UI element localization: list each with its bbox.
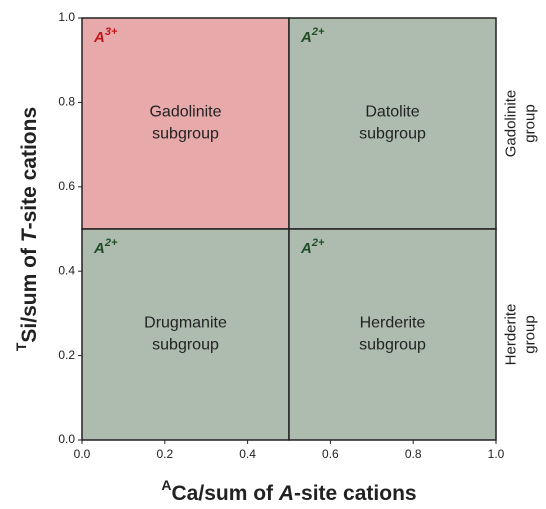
y-label-text: -site cations [18, 107, 41, 230]
y-tick-label: 0.2 [58, 348, 75, 362]
region-name: subgroup [152, 337, 219, 354]
charge-letter: A [93, 240, 105, 257]
x-tick-label: 0.6 [322, 447, 339, 461]
group-label: Herderite group [502, 304, 538, 366]
region [288, 17, 497, 230]
x-axis-label: ACa/sum of A-site cations [161, 477, 416, 505]
x-label-text: -site cations [294, 482, 417, 505]
x-tick-label: 0.8 [405, 447, 422, 461]
region-name: Herderite [360, 315, 426, 332]
group-label: Gadolinite group [502, 90, 538, 158]
y-label-sup: T [13, 342, 29, 351]
y-tick-label: 0.0 [58, 432, 75, 446]
y-label-text: Si/sum of [18, 242, 41, 342]
region-charge: A2+ [300, 237, 325, 257]
group-name: group [521, 315, 538, 353]
region-name: Drugmanite [144, 315, 227, 332]
region [81, 228, 290, 441]
x-tick-label: 1.0 [488, 447, 505, 461]
x-tick-label: 0.2 [156, 447, 173, 461]
x-tick-label: 0.4 [239, 447, 256, 461]
charge-sup: 2+ [311, 26, 325, 38]
x-label-italic: A [278, 482, 294, 505]
region-charge: A2+ [93, 237, 118, 257]
charge-letter: A [300, 29, 312, 46]
y-tick-label: 1.0 [58, 10, 75, 24]
region-name: subgroup [359, 337, 426, 354]
group-name: Gadolinite [502, 90, 519, 158]
region-charge: A2+ [300, 26, 325, 46]
charge-letter: A [300, 240, 312, 257]
charge-letter: A [93, 29, 105, 46]
y-label-italic: T [18, 227, 41, 242]
region [81, 17, 290, 230]
region [288, 228, 497, 441]
region-name: Datolite [365, 104, 419, 121]
charge-sup: 3+ [105, 26, 118, 38]
y-tick-label: 0.8 [58, 95, 75, 109]
y-axis-label: TSi/sum of T-site cations [13, 107, 41, 351]
group-name: Herderite [502, 304, 519, 366]
x-label-sup: A [161, 477, 171, 493]
charge-sup: 2+ [104, 237, 118, 249]
y-tick-label: 0.6 [58, 179, 75, 193]
charge-sup: 2+ [311, 237, 325, 249]
x-tick-label: 0.0 [74, 447, 91, 461]
x-label-text: Ca/sum of [172, 482, 279, 505]
region-name: subgroup [359, 126, 426, 143]
group-name: group [521, 104, 538, 142]
y-tick-label: 0.4 [58, 263, 75, 277]
region-name: Gadolinite [149, 104, 221, 121]
region-name: subgroup [152, 126, 219, 143]
region-charge: A3+ [93, 26, 118, 46]
